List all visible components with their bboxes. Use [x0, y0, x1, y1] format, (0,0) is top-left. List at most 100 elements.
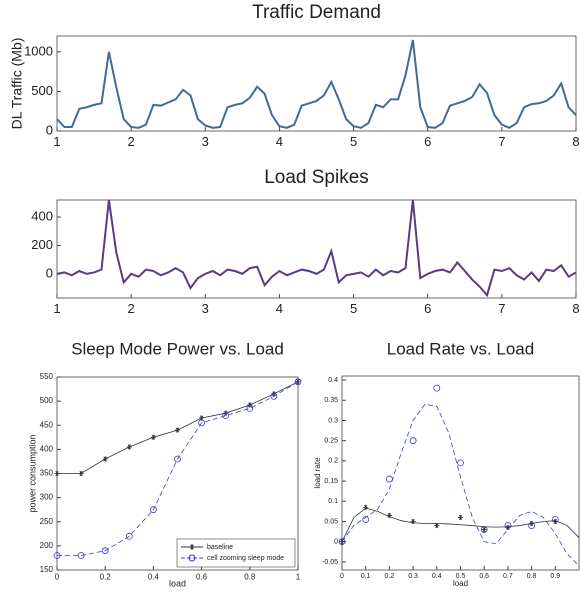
- chart-title: Sleep Mode Power vs. Load: [71, 339, 284, 358]
- chart-title: Load Rate vs. Load: [387, 339, 534, 358]
- x-tick-label: 4: [276, 134, 283, 149]
- x-tick-label: 0.8: [527, 573, 537, 580]
- series-line: [341, 403, 580, 567]
- point: [528, 522, 535, 529]
- point: [294, 378, 302, 386]
- plot-frame: [56, 35, 577, 132]
- y-tick-label: 400: [31, 208, 53, 223]
- y-tick-label: 0.35: [324, 397, 338, 404]
- x-tick-label: 0.5: [456, 573, 466, 580]
- x-tick-label: 1: [296, 572, 301, 581]
- x-tick-label: 0.8: [244, 572, 256, 581]
- point: [54, 470, 60, 477]
- x-tick-label: 5: [350, 301, 357, 316]
- x-tick-label: 8: [572, 134, 579, 149]
- point: [53, 552, 61, 559]
- y-tick-label: 1000: [24, 43, 53, 58]
- plot-frame: [341, 375, 580, 571]
- x-tick-label: 6: [424, 134, 431, 149]
- x-tick-label: 3: [202, 134, 209, 149]
- y-tick-label: 400: [40, 444, 54, 453]
- point: [409, 437, 417, 445]
- x-tick-label: 0.1: [361, 573, 371, 580]
- x-tick-label: 0.3: [408, 573, 418, 580]
- series-line: [57, 381, 299, 556]
- point: [271, 391, 277, 397]
- point: [457, 514, 464, 521]
- point: [410, 518, 416, 525]
- point: [246, 404, 254, 412]
- x-tick-label: 6: [424, 301, 431, 316]
- y-tick-label: 350: [40, 469, 54, 478]
- x-tick-label: 4: [276, 301, 283, 316]
- point: [77, 552, 85, 559]
- series-line: [56, 39, 577, 129]
- x-tick-label: 0.4: [148, 572, 160, 581]
- y-tick-label: 0.25: [324, 438, 338, 445]
- chart-title: Load Spikes: [264, 167, 369, 188]
- point: [149, 506, 157, 514]
- y-tick-label: 150: [40, 565, 54, 574]
- point: [199, 415, 205, 421]
- x-tick-label: 7: [498, 301, 505, 316]
- point: [551, 516, 559, 523]
- x-tick-label: 0.7: [503, 573, 513, 580]
- y-axis-label: DL Traffic (Mb): [9, 38, 25, 130]
- y-tick-label: 0: [46, 122, 53, 137]
- y-tick-label: 550: [40, 372, 54, 381]
- y-tick-label: 0: [46, 265, 53, 280]
- point: [174, 427, 181, 433]
- point: [505, 524, 511, 531]
- chart-title: Traffic Demand: [252, 2, 381, 23]
- x-tick-label: 0.6: [196, 572, 208, 581]
- point: [198, 419, 206, 427]
- legend-label: cell zooming sleep mode: [207, 555, 284, 562]
- point: [386, 512, 392, 519]
- y-tick-label: 0.2: [328, 458, 338, 465]
- series-line: [341, 507, 580, 542]
- y-tick-label: 500: [40, 396, 54, 405]
- legend-box: [176, 538, 296, 568]
- x-axis-label: load: [453, 579, 468, 588]
- y-tick-label: 0.4: [328, 377, 338, 384]
- x-tick-label: 2: [128, 301, 135, 316]
- x-tick-label: 5: [350, 134, 357, 149]
- x-tick-label: 0.2: [385, 573, 395, 580]
- y-tick-label: 0: [334, 539, 338, 546]
- point: [223, 410, 229, 416]
- x-tick-label: 0.9: [550, 573, 560, 580]
- point: [457, 459, 464, 467]
- x-tick-label: 0: [340, 573, 344, 580]
- point: [362, 516, 370, 523]
- legend-marker: [188, 554, 196, 562]
- x-tick-label: 8: [572, 301, 579, 316]
- y-tick-label: 200: [31, 237, 53, 252]
- x-tick-label: 2: [128, 134, 135, 149]
- point: [433, 384, 441, 392]
- point: [102, 456, 108, 462]
- point: [126, 444, 132, 450]
- point: [338, 538, 346, 546]
- y-tick-label: 0.1: [328, 498, 338, 505]
- point: [552, 518, 558, 525]
- point: [101, 547, 109, 555]
- point: [125, 532, 133, 540]
- point: [270, 392, 278, 400]
- x-tick-label: 7: [498, 134, 505, 149]
- point: [295, 379, 301, 385]
- y-tick-label: 0.05: [324, 518, 338, 525]
- series-line: [56, 199, 577, 298]
- legend-label: baseline: [207, 544, 233, 551]
- point: [174, 455, 181, 463]
- x-tick-label: 1: [53, 301, 60, 316]
- x-tick-label: 1: [53, 134, 60, 149]
- point: [78, 470, 84, 477]
- point: [150, 434, 156, 440]
- y-tick-label: 0.15: [324, 478, 338, 485]
- y-axis-label: power consumption: [27, 434, 37, 512]
- point: [222, 412, 230, 420]
- x-tick-label: 3: [202, 301, 209, 316]
- y-tick-label: 450: [40, 420, 54, 429]
- y-tick-label: 500: [31, 83, 53, 98]
